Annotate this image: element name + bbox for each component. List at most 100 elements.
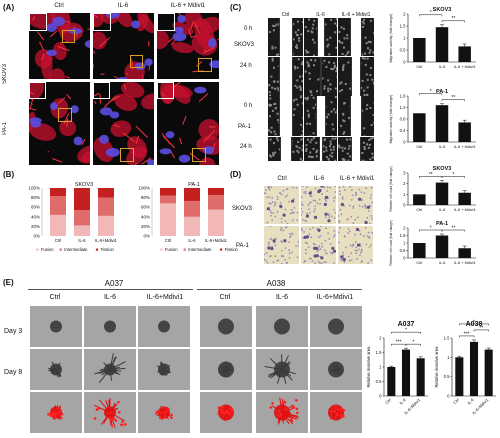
spheroid-drawing [200, 306, 252, 347]
mitochondria-strand [190, 21, 194, 30]
scratch-image [304, 57, 337, 97]
cell-speck [371, 137, 374, 140]
bar-segment-intermediate [98, 197, 114, 216]
spheroid-overlay-image [84, 392, 136, 433]
pore-dot [303, 191, 306, 194]
panel-b-label: (B) [3, 170, 15, 179]
cell-body [198, 119, 219, 141]
bar [413, 194, 426, 205]
spheroid-core [104, 320, 116, 333]
panel-a-label: (A) [3, 3, 15, 12]
pore-dot [307, 246, 310, 249]
spheroid-core [158, 320, 170, 333]
pore-dot [301, 213, 303, 216]
cell-speck [363, 147, 366, 150]
stained-cell [332, 249, 336, 253]
cell-speck [373, 121, 374, 124]
invasive-cell [342, 408, 346, 412]
cell-speck [343, 159, 346, 161]
pore-dot [351, 245, 354, 248]
stained-cell [282, 213, 286, 217]
pore-dot [270, 186, 273, 189]
zoom-inset-frame [29, 13, 47, 31]
cell-speck [315, 141, 318, 144]
chart-d-pa1: PA-1 Relative cell count (fold change) 0 0.… [389, 220, 476, 266]
pore-dot [291, 251, 293, 254]
spheroid-image [138, 349, 190, 390]
cell-speck [347, 61, 350, 64]
scratch-image [268, 57, 303, 97]
transwell-image [264, 186, 299, 224]
x-tick-label: IL-6 [439, 261, 446, 265]
spheroid-drawing [200, 349, 252, 390]
bar [435, 27, 449, 62]
x-tick-label: Ctrl [55, 238, 62, 243]
cell-speck [327, 113, 330, 116]
spheroid-core [50, 363, 62, 376]
stained-cell [308, 191, 312, 195]
group-underline [197, 289, 362, 290]
legend-swatch: ■ [220, 247, 223, 252]
nucleus [100, 107, 113, 116]
panel-e-col-il6-a038: IL-6 [275, 294, 289, 301]
spheroid-image [256, 349, 308, 390]
nucleus [105, 13, 120, 19]
pore-dot [329, 186, 332, 189]
pore-dot [310, 257, 313, 260]
cell-speck [268, 115, 271, 118]
cell-speck [369, 158, 372, 161]
invasive-cell [97, 407, 101, 410]
spheroid-drawing [256, 392, 308, 433]
mitochondria-strand [203, 47, 215, 54]
panel-c-row-pa1: PA-1 [238, 124, 251, 130]
pore-dot [282, 189, 285, 192]
y-tick-label: 0% [33, 234, 40, 239]
pore-dot [267, 241, 270, 244]
cell-speck [298, 85, 301, 88]
invasive-cell [221, 405, 224, 409]
cell-speck [324, 23, 327, 26]
pore-dot [280, 217, 283, 220]
wound-gap [350, 18, 362, 56]
pore-dot [368, 236, 371, 239]
pore-dot [265, 259, 268, 262]
cell-speck [362, 141, 365, 144]
pore-dot [364, 205, 367, 208]
panel-e-col-il6-a037: IL-6 [103, 294, 117, 301]
x-tick-label: Ctrl [416, 208, 422, 212]
cell-speck [312, 54, 315, 56]
invasive-cell [118, 410, 121, 414]
nucleus [178, 154, 191, 163]
invasive-cell [108, 417, 112, 420]
mitochondria-strand [29, 101, 31, 104]
cell-speck [333, 62, 336, 65]
mitochondria-strand [134, 162, 138, 165]
stained-cell [267, 246, 271, 250]
chart-title: PA-1 [436, 221, 448, 227]
spheroid-image [84, 306, 136, 347]
pore-dot [338, 221, 341, 224]
cell-speck [301, 102, 303, 105]
nucleus [68, 28, 83, 35]
cell-speck [312, 137, 315, 140]
pore-dot [338, 186, 341, 189]
nucleus [105, 147, 120, 157]
cell-speck [370, 137, 373, 140]
cell-speck [348, 145, 351, 148]
invasive-cell [60, 412, 64, 416]
legend-label: Fission [101, 247, 115, 252]
cell-speck [308, 77, 311, 80]
invasive-cell [217, 406, 221, 410]
stained-cell [358, 197, 362, 201]
cell-speck [276, 112, 279, 115]
nucleus [52, 16, 65, 27]
panel-c-col-il6: IL-6 [316, 12, 325, 18]
pore-dot [326, 186, 329, 188]
cell-speck [365, 73, 368, 76]
invasive-cell [163, 410, 167, 414]
cell-speck [312, 23, 315, 26]
pore-dot [279, 229, 282, 232]
pore-dot [324, 216, 327, 219]
cell-speck [326, 38, 329, 41]
invasive-cell [47, 413, 50, 416]
